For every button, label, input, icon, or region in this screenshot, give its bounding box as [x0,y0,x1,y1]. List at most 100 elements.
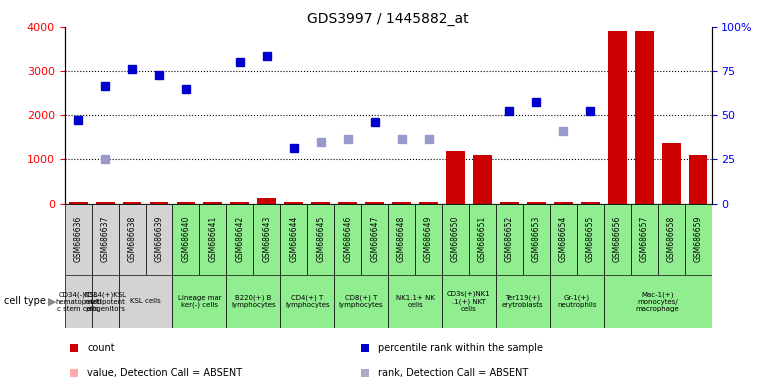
Bar [96,202,115,204]
Bar [608,31,626,204]
Text: GSM686649: GSM686649 [424,216,433,262]
Bar [365,202,384,204]
Text: GSM686637: GSM686637 [100,216,110,262]
Bar [631,204,658,275]
Bar [469,204,496,275]
Bar [173,275,227,328]
Bar [91,275,119,328]
Bar [68,202,88,204]
Bar [685,204,712,275]
Bar [65,275,91,328]
Text: GSM686646: GSM686646 [343,216,352,262]
Text: percentile rank within the sample: percentile rank within the sample [378,343,543,353]
Text: Mac-1(+)
monocytes/
macrophage: Mac-1(+) monocytes/ macrophage [636,291,680,312]
Bar [496,204,523,275]
Bar [603,204,631,275]
Text: GSM686638: GSM686638 [128,216,136,262]
Bar [227,275,280,328]
Title: GDS3997 / 1445882_at: GDS3997 / 1445882_at [307,12,469,26]
Text: CD34(+)KSL
multipotent
progenitors: CD34(+)KSL multipotent progenitors [84,291,126,312]
Bar [119,275,173,328]
Text: GSM686641: GSM686641 [209,216,218,262]
Bar [554,202,573,204]
Text: rank, Detection Call = ABSENT: rank, Detection Call = ABSENT [378,368,529,378]
Text: GSM686657: GSM686657 [640,216,648,262]
Text: GSM686656: GSM686656 [613,216,622,262]
Bar [635,31,654,204]
Text: count: count [88,343,115,353]
Text: GSM686647: GSM686647 [370,216,379,262]
Bar [199,204,227,275]
Bar [550,275,603,328]
Text: GSM686651: GSM686651 [478,216,487,262]
Text: GSM686658: GSM686658 [667,216,676,262]
Text: CD4(+) T
lymphocytes: CD4(+) T lymphocytes [285,295,330,308]
Bar [280,275,334,328]
Text: cell type: cell type [4,296,46,306]
Bar [446,151,465,204]
Bar [285,202,303,204]
Bar [150,202,168,204]
Text: GSM686648: GSM686648 [397,216,406,262]
Text: GSM686650: GSM686650 [451,216,460,262]
Bar [500,202,519,204]
Text: Ter119(+)
erytroblasts: Ter119(+) erytroblasts [502,295,543,308]
Bar [361,204,388,275]
Bar [689,155,708,204]
Text: NK1.1+ NK
cells: NK1.1+ NK cells [396,295,435,308]
Text: GSM686652: GSM686652 [505,216,514,262]
Bar [65,204,91,275]
Text: CD3s(+)NK1
.1(+) NKT
cells: CD3s(+)NK1 .1(+) NKT cells [447,291,491,312]
Text: GSM686645: GSM686645 [317,216,325,262]
Bar [523,204,550,275]
Bar [307,204,334,275]
Bar [388,275,442,328]
Bar [231,202,250,204]
Text: KSL cells: KSL cells [130,298,161,305]
Bar [496,275,550,328]
Bar [473,155,492,204]
Text: GSM686659: GSM686659 [693,216,702,262]
Bar [392,202,411,204]
Bar [253,204,280,275]
Text: B220(+) B
lymphocytes: B220(+) B lymphocytes [231,295,275,308]
Bar [257,198,276,204]
Bar [338,202,357,204]
Text: CD8(+) T
lymphocytes: CD8(+) T lymphocytes [339,295,384,308]
Bar [603,275,712,328]
Text: GSM686644: GSM686644 [289,216,298,262]
Bar [442,204,469,275]
Bar [550,204,577,275]
Text: GSM686655: GSM686655 [586,216,595,262]
Bar [280,204,307,275]
Bar [661,142,680,204]
Bar [203,202,222,204]
Bar [334,275,388,328]
Bar [173,204,199,275]
Text: Gr-1(+)
neutrophils: Gr-1(+) neutrophils [557,295,597,308]
Bar [527,202,546,204]
Bar [581,202,600,204]
Text: Lineage mar
ker(-) cells: Lineage mar ker(-) cells [177,295,221,308]
Bar [145,204,173,275]
Text: GSM686643: GSM686643 [263,216,272,262]
Text: GSM686640: GSM686640 [181,216,190,262]
Text: CD34(-)KSL
hematopoieti
c stem cells: CD34(-)KSL hematopoieti c stem cells [55,291,101,312]
Text: value, Detection Call = ABSENT: value, Detection Call = ABSENT [88,368,243,378]
Bar [388,204,415,275]
Bar [334,204,361,275]
Text: GSM686642: GSM686642 [235,216,244,262]
Bar [119,204,145,275]
Bar [658,204,685,275]
Bar [177,202,196,204]
Text: GSM686653: GSM686653 [532,216,541,262]
Text: ▶: ▶ [48,296,56,306]
Text: GSM686654: GSM686654 [559,216,568,262]
Bar [419,202,438,204]
Bar [442,275,496,328]
Bar [415,204,442,275]
Text: GSM686636: GSM686636 [74,216,83,262]
Bar [311,202,330,204]
Text: GSM686639: GSM686639 [154,216,164,262]
Bar [91,204,119,275]
